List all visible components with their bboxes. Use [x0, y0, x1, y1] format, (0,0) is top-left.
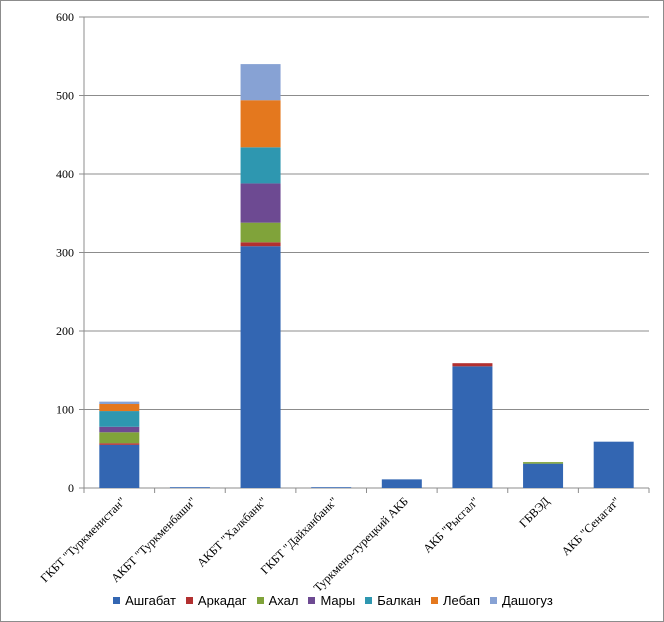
- bar-segment-2-6: [452, 363, 493, 367]
- legend-item: Дашогуз: [490, 593, 553, 608]
- legend-swatch: [113, 597, 121, 604]
- bar-segment-2-3: [240, 242, 281, 247]
- y-tick-label: 100: [56, 403, 74, 417]
- bar-segment-1-8: [593, 441, 634, 488]
- bar-segment-1-3: [240, 246, 281, 488]
- legend: Ашгабат Аркадаг Ахал Мары Балкан Лебап Дашогуз: [1, 593, 664, 608]
- legend-swatch: [256, 597, 264, 604]
- legend-item: Лебап: [430, 593, 480, 608]
- y-tick-label: 300: [56, 246, 74, 260]
- bar-segment-6-1: [99, 404, 140, 412]
- bar-segment-1-1: [99, 444, 140, 488]
- y-tick-label: 200: [56, 324, 74, 338]
- bar-segment-1-7: [523, 463, 564, 488]
- bar-segment-6-3: [240, 100, 281, 148]
- category-label: АКБ "Сенагат": [559, 494, 623, 558]
- legend-swatch: [308, 597, 316, 604]
- legend-label: Мары: [320, 593, 356, 608]
- legend-label: Дашогуз: [502, 593, 553, 608]
- bar-segment-1-5: [381, 479, 422, 488]
- legend-swatch: [490, 597, 497, 604]
- legend-swatch: [430, 597, 438, 604]
- legend-label: Лебап: [442, 593, 480, 608]
- bar-segment-7-3: [240, 64, 281, 101]
- bar-segment-1-2: [169, 487, 210, 488]
- legend-label: Ахал: [268, 593, 299, 608]
- legend-item: Ашгабат: [113, 593, 176, 608]
- bar-segment-2-1: [99, 443, 140, 445]
- category-label: ГКБТ "Дайханбанк": [258, 494, 341, 577]
- y-tick-label: 500: [56, 89, 74, 103]
- legend-item: Аркадаг: [185, 593, 247, 608]
- bar-segment-5-1: [99, 411, 140, 427]
- bar-segment-3-7: [523, 462, 564, 464]
- bar-segment-1-4: [311, 487, 352, 488]
- category-label: АКБТ "Халкбанк": [194, 494, 270, 570]
- legend-item: Балкан: [365, 593, 421, 608]
- category-label: АКБ "Рысгал": [420, 494, 481, 555]
- bar-segment-4-1: [99, 426, 140, 433]
- legend-swatch: [365, 597, 373, 604]
- y-tick-label: 400: [56, 167, 74, 181]
- y-tick-label: 600: [56, 10, 74, 24]
- legend-item: Ахал: [256, 593, 299, 608]
- bar-segment-4-3: [240, 183, 281, 223]
- bar-segment-3-1: [99, 432, 140, 444]
- legend-item: Мары: [308, 593, 355, 608]
- bar-segment-5-3: [240, 147, 281, 184]
- legend-label: Ашгабат: [125, 593, 176, 608]
- bar-segment-1-6: [452, 366, 493, 488]
- legend-label: Балкан: [377, 593, 421, 608]
- legend-swatch: [185, 597, 193, 604]
- legend-label: Аркадаг: [197, 593, 247, 608]
- bar-segment-3-3: [240, 222, 281, 243]
- bar-segment-7-1: [99, 401, 140, 405]
- y-tick-label: 0: [68, 481, 74, 495]
- category-label: ГБВЭД: [516, 494, 552, 530]
